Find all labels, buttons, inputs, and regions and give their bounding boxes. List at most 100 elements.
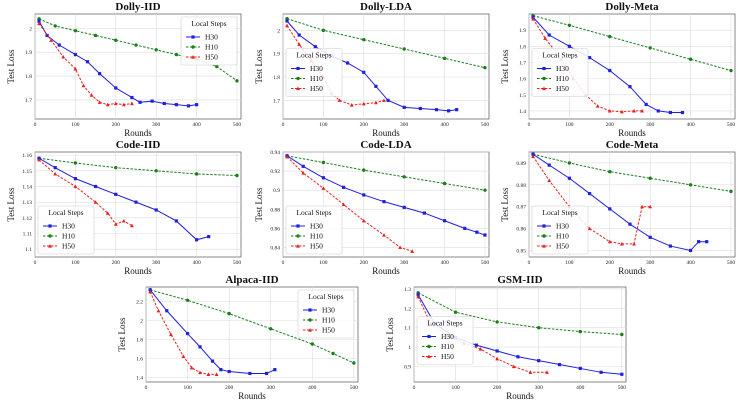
x-tick-label: 400 <box>440 260 449 266</box>
data-point-h30 <box>362 70 366 74</box>
x-tick-label: 0 <box>34 122 37 128</box>
x-tick-label: 500 <box>233 260 242 266</box>
data-point-h30 <box>668 244 672 248</box>
legend-marker-h10 <box>542 76 546 81</box>
y-tick-label: 0.85 <box>516 248 526 254</box>
data-point-h30 <box>194 238 199 242</box>
data-point-h30 <box>628 222 632 226</box>
series-h50 <box>148 289 219 376</box>
legend-marker-h10 <box>542 234 546 238</box>
data-point-h10 <box>729 189 733 194</box>
data-point-h50 <box>595 104 600 108</box>
data-point-h30 <box>422 211 426 215</box>
data-point-h30 <box>587 191 592 196</box>
data-point-h30 <box>644 102 648 107</box>
data-point-h50 <box>61 54 66 59</box>
data-point-h30 <box>402 205 406 209</box>
data-point-h50 <box>410 249 415 253</box>
x-tick-label: 400 <box>192 122 201 128</box>
y-tick-label: 2 <box>140 318 143 324</box>
legend-box <box>37 205 95 255</box>
y-axis-label: Test Loss <box>385 317 395 352</box>
data-point-h10 <box>608 169 612 174</box>
legend-label-h50: H50 <box>322 326 335 335</box>
legend-label-h50: H50 <box>310 84 323 93</box>
legend-box <box>285 48 343 97</box>
data-point-h30 <box>608 68 612 73</box>
data-point-h50 <box>374 100 378 105</box>
legend-marker-h10 <box>296 234 300 238</box>
data-point-h50 <box>321 186 326 190</box>
legend-box <box>416 316 474 365</box>
y-tick-label: 1.16 <box>22 153 32 159</box>
data-point-h30 <box>455 108 459 112</box>
data-point-h50 <box>531 16 535 21</box>
series-line-h30 <box>149 289 276 374</box>
legend-label-h30: H30 <box>62 222 75 231</box>
data-point-h10 <box>134 43 138 47</box>
series-line-h30 <box>286 155 486 236</box>
data-point-h50 <box>148 289 153 294</box>
data-point-h10 <box>114 38 118 42</box>
data-point-h50 <box>214 372 219 376</box>
data-point-h30 <box>53 166 57 170</box>
data-point-h30 <box>313 45 317 49</box>
data-point-h10 <box>194 172 199 176</box>
legend-label-h50: H50 <box>556 242 569 251</box>
legend-marker-h30 <box>296 224 300 228</box>
legend-marker-h30 <box>427 334 431 339</box>
subplot-title: Dolly-LDA <box>360 1 412 13</box>
data-point-h30 <box>174 219 178 223</box>
legend-marker-h10 <box>191 45 195 49</box>
series-line-h50 <box>532 156 651 245</box>
data-point-h50 <box>607 239 612 244</box>
x-tick-label: 300 <box>152 122 161 128</box>
data-point-h50 <box>89 93 94 97</box>
y-tick-label: 1.8 <box>519 44 526 50</box>
data-point-h50 <box>478 347 483 351</box>
legend-label-h30: H30 <box>205 33 218 42</box>
x-tick-label: 400 <box>686 122 695 128</box>
x-tick-label: 400 <box>576 385 585 391</box>
data-point-h30 <box>174 103 178 107</box>
x-tick-label: 100 <box>71 260 80 266</box>
data-point-h30 <box>301 164 305 168</box>
data-point-h30 <box>264 371 269 376</box>
data-point-h10 <box>442 56 447 61</box>
legend-label-h10: H10 <box>310 232 323 241</box>
y-axis-label: Test Loss <box>6 49 16 84</box>
y-axis-label: Test Loss <box>117 317 127 352</box>
x-tick-label: 100 <box>565 260 574 266</box>
data-point-h30 <box>362 193 366 197</box>
x-axis-label: Rounds <box>238 391 266 401</box>
data-point-h50 <box>398 245 403 250</box>
data-point-h10 <box>608 34 612 39</box>
data-point-h30 <box>248 371 252 376</box>
x-tick-label: 200 <box>112 260 121 266</box>
data-point-h50 <box>73 66 78 71</box>
x-tick-label: 300 <box>152 260 161 266</box>
series-h10 <box>531 152 733 194</box>
y-tick-label: 1 <box>408 345 411 351</box>
series-line-h30 <box>532 16 683 114</box>
y-axis-label: Test Loss <box>254 49 264 84</box>
data-point-h10 <box>215 64 219 69</box>
subplot-dolly-meta: 0 100 200 300 400 500 1.4 1.5 1.6 1.7 1.8 1.9 Dolly-… <box>500 1 736 138</box>
legend-label-h10: H10 <box>62 232 75 241</box>
legend-label-h30: H30 <box>556 222 569 231</box>
y-tick-label: 1.7 <box>25 98 32 104</box>
data-point-h10 <box>235 173 239 178</box>
subplot-code-lda: 0 100 200 300 400 500 0.84 0.86 0.88 0.9 0.92 0.94 C… <box>254 139 490 276</box>
data-point-h30 <box>475 230 479 234</box>
x-tick-label: 200 <box>360 260 369 266</box>
data-point-h50 <box>349 103 354 107</box>
legend-marker-h10 <box>427 344 431 349</box>
data-point-h30 <box>578 366 582 371</box>
y-axis-label: Test Loss <box>254 187 264 222</box>
data-point-h30 <box>130 95 134 100</box>
data-point-h50 <box>113 101 118 106</box>
y-tick-label: 1.9 <box>25 50 32 56</box>
legend-box <box>285 205 343 255</box>
